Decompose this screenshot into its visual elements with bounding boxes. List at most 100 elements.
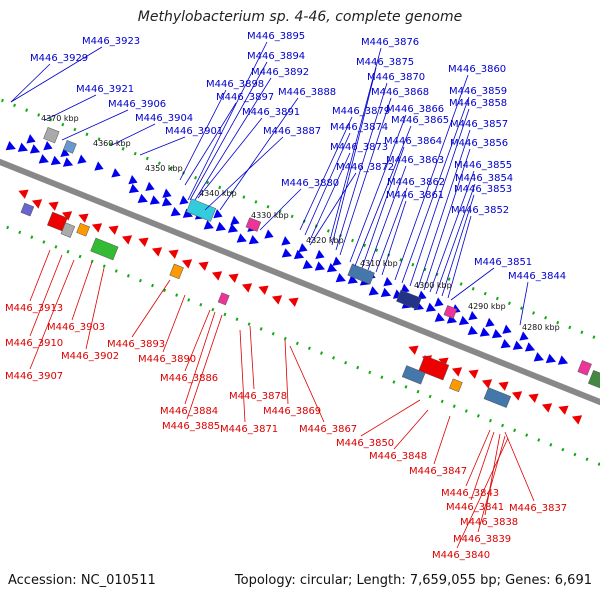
forward-leader-line — [381, 200, 407, 276]
forward-gene-arrow — [264, 229, 274, 239]
gene-block — [347, 263, 375, 285]
reverse-leader-line — [184, 309, 211, 372]
reverse-gene-arrow — [168, 249, 179, 259]
reverse-leader-line — [456, 437, 509, 549]
forward-gene-arrow — [137, 193, 148, 204]
reverse-gene-arrow — [121, 235, 133, 245]
forward-leader-line — [197, 117, 263, 199]
forward-gene-arrow — [512, 340, 523, 350]
gene-block — [577, 360, 592, 376]
forward-leader-line — [423, 148, 471, 291]
forward-leader-line — [299, 116, 353, 231]
reverse-leader-line — [186, 314, 223, 420]
forward-gene-arrow — [467, 325, 478, 336]
reverse-gene-label: M446_3913 — [5, 303, 63, 314]
forward-gene-arrow — [43, 140, 53, 151]
forward-leader-line — [259, 188, 302, 231]
reverse-leader-line — [289, 345, 325, 423]
forward-gene-label: M446_3875 — [356, 57, 414, 68]
forward-leader-line — [429, 170, 475, 293]
gene-block — [43, 127, 60, 144]
forward-leader-line — [335, 82, 388, 251]
reverse-gene-arrow — [181, 259, 193, 269]
topology-text: Topology: circular; Length: 7,659,055 bp… — [234, 573, 592, 588]
forward-gene-arrow — [302, 259, 313, 270]
gene-block — [217, 292, 230, 306]
reverse-gene-arrow — [91, 223, 103, 233]
forward-gene-arrow — [314, 261, 325, 271]
forward-gene-label: M446_3887 — [263, 126, 321, 137]
forward-gene-arrow — [524, 342, 536, 352]
tick-label: 4350 kbp — [145, 164, 183, 173]
map-title: Methylobacterium sp. 4-46, complete geno… — [137, 9, 463, 25]
forward-gene-arrow — [170, 206, 181, 217]
reverse-gene-arrow — [498, 381, 509, 391]
forward-gene-arrow — [533, 352, 544, 362]
reverse-gene-arrow — [138, 237, 149, 247]
forward-gene-arrow — [335, 272, 346, 283]
reverse-gene-label: M446_3910 — [5, 338, 63, 349]
reverse-gene-label: M446_3903 — [47, 322, 105, 333]
forward-gene-arrow — [38, 154, 49, 164]
reverse-gene-label: M446_3893 — [107, 339, 165, 350]
reverse-gene-arrow — [258, 285, 269, 295]
reverse-gene-label: M446_3848 — [369, 451, 427, 462]
forward-gene-label: M446_3868 — [371, 87, 429, 98]
forward-gene-arrow — [60, 147, 70, 158]
forward-gene-label: M446_3876 — [361, 37, 419, 48]
gene-block — [76, 222, 90, 237]
reverse-gene-label: M446_3837 — [509, 503, 567, 514]
forward-gene-arrow — [458, 315, 470, 326]
forward-leader-line — [111, 123, 156, 146]
forward-gene-label: M446_3851 — [474, 257, 532, 268]
reverse-leader-line — [29, 254, 63, 337]
forward-gene-arrow — [230, 215, 240, 226]
reverse-leader-line — [162, 294, 186, 353]
forward-gene-arrow — [236, 233, 247, 243]
reverse-gene-label: M446_3878 — [229, 391, 287, 402]
forward-leader-line — [349, 114, 407, 263]
forward-leader-line — [401, 96, 470, 284]
forward-leader-line — [304, 132, 351, 236]
forward-gene-arrow — [519, 331, 529, 341]
forward-gene-label: M446_3921 — [76, 84, 134, 95]
forward-gene-arrow — [203, 220, 214, 230]
forward-gene-arrow — [281, 248, 292, 258]
forward-gene-arrow — [149, 195, 160, 205]
forward-gene-label: M446_3863 — [386, 155, 444, 166]
forward-leader-line — [10, 63, 51, 103]
forward-leader-line — [450, 267, 495, 301]
forward-gene-arrow — [347, 274, 358, 284]
reverse-leader-line — [184, 311, 216, 405]
tick-label: 4360 kbp — [93, 139, 131, 148]
reverse-gene-arrow — [198, 261, 209, 271]
reverse-gene-label: M446_3902 — [61, 351, 119, 362]
forward-leader-line — [409, 108, 470, 287]
forward-gene-label: M446_3872 — [336, 162, 394, 173]
forward-leader-line — [339, 97, 392, 256]
forward-gene-label: M446_3888 — [278, 87, 336, 98]
tick-label: 4340 kbp — [199, 189, 237, 198]
forward-gene-arrow — [332, 256, 342, 266]
forward-gene-arrow — [383, 276, 393, 287]
forward-gene-arrow — [380, 287, 391, 298]
reverse-gene-arrow — [31, 199, 43, 209]
reverse-leader-line — [470, 431, 495, 501]
gene-block — [418, 355, 450, 381]
forward-gene-arrow — [94, 161, 104, 171]
forward-gene-arrow — [298, 242, 308, 253]
forward-gene-arrow — [26, 134, 36, 144]
tick-label: 4300 kbp — [414, 281, 452, 290]
gene-block — [396, 289, 422, 310]
reverse-leader-line — [504, 431, 535, 502]
gene-block — [60, 222, 76, 238]
forward-leader-line — [331, 67, 377, 246]
reverse-gene-arrow — [151, 247, 163, 257]
gene-block — [90, 237, 119, 261]
reverse-gene-arrow — [241, 283, 253, 293]
forward-gene-label: M446_3858 — [449, 98, 507, 109]
genome-axis — [0, 158, 600, 406]
forward-gene-label: M446_3866 — [386, 104, 444, 115]
forward-gene-arrow — [145, 181, 155, 192]
